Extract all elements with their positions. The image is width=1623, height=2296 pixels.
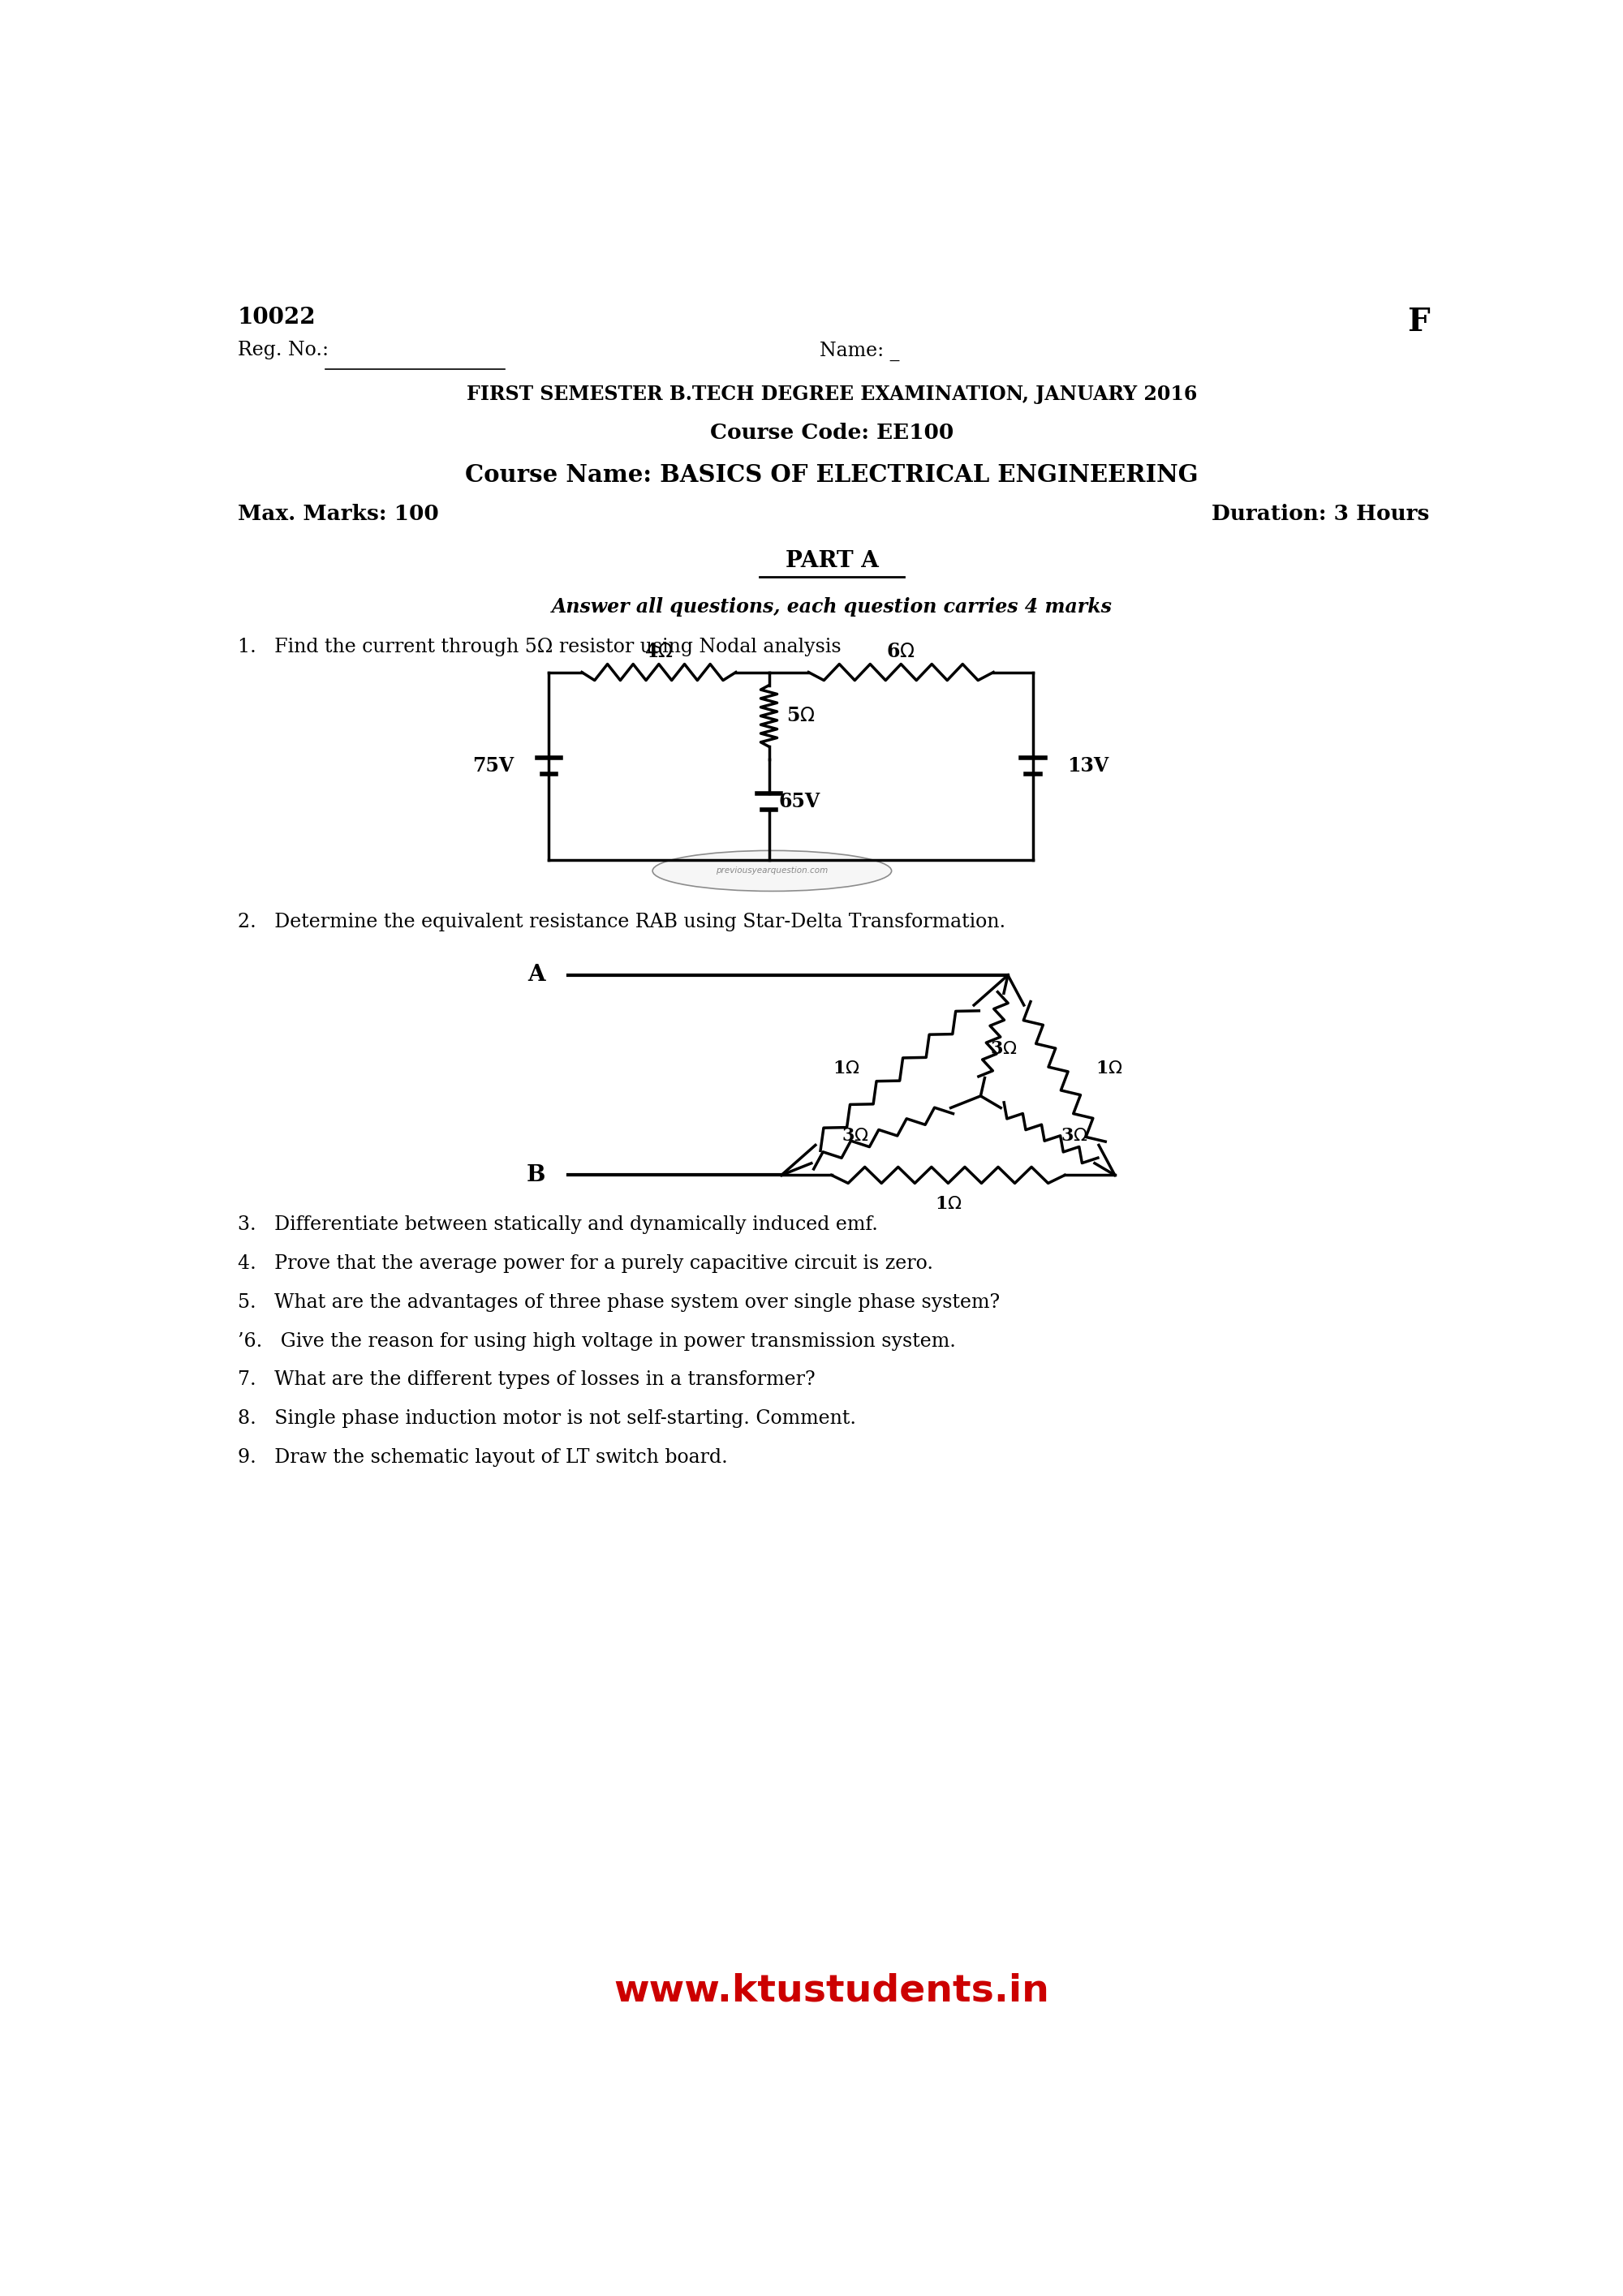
Text: 4.   Prove that the average power for a purely capacitive circuit is zero.: 4. Prove that the average power for a pu… bbox=[237, 1254, 933, 1272]
Text: F: F bbox=[1407, 308, 1430, 338]
Text: previousyearquestion.com: previousyearquestion.com bbox=[716, 868, 828, 875]
Text: FIRST SEMESTER B.TECH DEGREE EXAMINATION, JANUARY 2016: FIRST SEMESTER B.TECH DEGREE EXAMINATION… bbox=[466, 386, 1198, 404]
Text: 2.   Determine the equivalent resistance RAB using Star-Delta Transformation.: 2. Determine the equivalent resistance R… bbox=[237, 914, 1005, 932]
Text: 3$\Omega$: 3$\Omega$ bbox=[1060, 1127, 1087, 1143]
Text: 1$\Omega$: 1$\Omega$ bbox=[1096, 1061, 1123, 1077]
Text: 13V: 13V bbox=[1068, 755, 1109, 776]
Text: 1$\Omega$: 1$\Omega$ bbox=[935, 1196, 962, 1212]
Text: Reg. No.:: Reg. No.: bbox=[237, 342, 328, 360]
Text: www.ktustudents.in: www.ktustudents.in bbox=[613, 1972, 1050, 2009]
Text: 5$\Omega$: 5$\Omega$ bbox=[787, 707, 815, 726]
Text: Duration: 3 Hours: Duration: 3 Hours bbox=[1211, 503, 1430, 523]
Text: 65V: 65V bbox=[779, 792, 820, 810]
Text: 75V: 75V bbox=[472, 755, 514, 776]
Text: ’6.   Give the reason for using high voltage in power transmission system.: ’6. Give the reason for using high volta… bbox=[237, 1332, 956, 1350]
Text: 6$\Omega$: 6$\Omega$ bbox=[886, 641, 915, 661]
Text: A: A bbox=[527, 964, 545, 987]
Text: 3.   Differentiate between statically and dynamically induced emf.: 3. Differentiate between statically and … bbox=[237, 1215, 878, 1235]
Text: 3$\Omega$: 3$\Omega$ bbox=[990, 1040, 1018, 1058]
Text: B: B bbox=[526, 1164, 545, 1187]
Text: 9.   Draw the schematic layout of LT switch board.: 9. Draw the schematic layout of LT switc… bbox=[237, 1449, 727, 1467]
Text: Answer all questions, each question carries 4 marks: Answer all questions, each question carr… bbox=[552, 597, 1112, 618]
Text: 10022: 10022 bbox=[237, 308, 316, 328]
Text: 5.   What are the advantages of three phase system over single phase system?: 5. What are the advantages of three phas… bbox=[237, 1293, 1000, 1311]
Text: Course Code: EE100: Course Code: EE100 bbox=[709, 422, 954, 443]
Ellipse shape bbox=[652, 850, 891, 891]
Text: 8.   Single phase induction motor is not self-starting. Comment.: 8. Single phase induction motor is not s… bbox=[237, 1410, 855, 1428]
Text: Max. Marks: 100: Max. Marks: 100 bbox=[237, 503, 438, 523]
Text: PART A: PART A bbox=[786, 551, 878, 572]
Text: Name: _: Name: _ bbox=[820, 342, 899, 360]
Text: 3$\Omega$: 3$\Omega$ bbox=[841, 1127, 868, 1143]
Text: 7.   What are the different types of losses in a transformer?: 7. What are the different types of losse… bbox=[237, 1371, 815, 1389]
Text: 4$\Omega$: 4$\Omega$ bbox=[644, 641, 674, 661]
Text: Course Name: BASICS OF ELECTRICAL ENGINEERING: Course Name: BASICS OF ELECTRICAL ENGINE… bbox=[466, 464, 1198, 487]
Text: 1.   Find the current through 5Ω resistor using Nodal analysis: 1. Find the current through 5Ω resistor … bbox=[237, 638, 841, 657]
Text: 1$\Omega$: 1$\Omega$ bbox=[833, 1061, 860, 1077]
